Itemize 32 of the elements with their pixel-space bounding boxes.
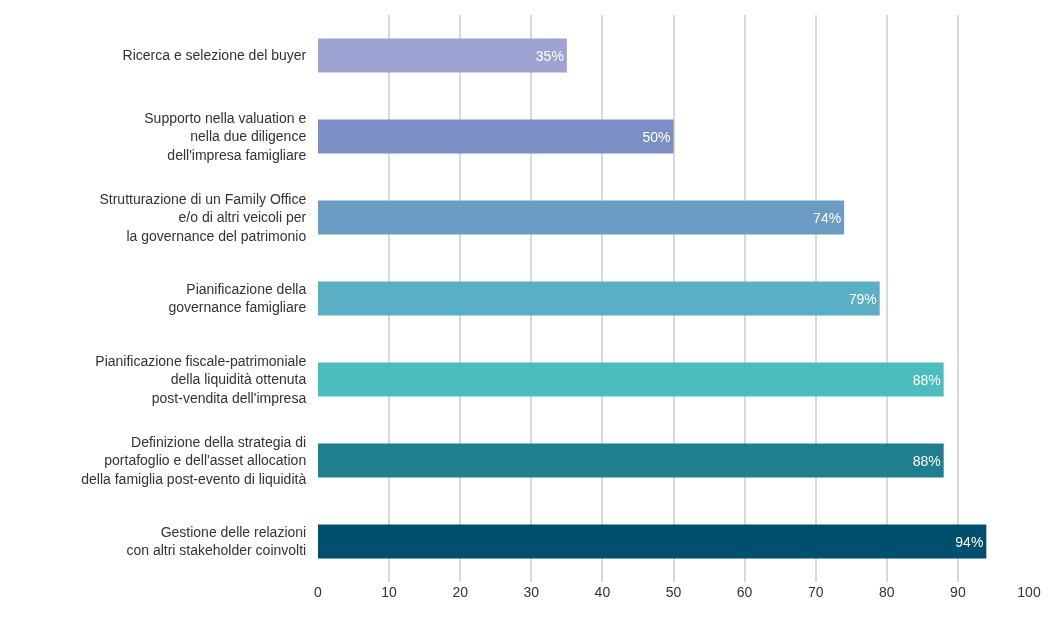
y-tick-label: Pianificazione della governance famigliare <box>168 281 307 316</box>
bar <box>318 443 944 478</box>
data-label: 79% <box>848 290 877 307</box>
y-tick-label: Strutturazione di un Family Office e/o di altri veicoli per la governance del patrimonio <box>99 191 307 244</box>
y-tick-label: Supporto nella valuation e nella due diligence dell'impresa famigliare <box>144 110 307 163</box>
x-tick-label: 60 <box>736 584 753 600</box>
bar <box>318 281 880 316</box>
x-tick-label: 40 <box>594 584 611 600</box>
data-label: 88% <box>912 371 941 388</box>
data-label: 88% <box>912 452 941 469</box>
x-tick-label: 30 <box>523 584 540 600</box>
y-tick-label: Pianificazione fiscale-patrimoniale della liquidità ottenuta post-vendita dell'impresa <box>95 353 307 406</box>
bar <box>318 200 845 235</box>
x-tick-label: 50 <box>665 584 682 600</box>
y-tick-label: Definizione della strategia di portafoglio e dell'asset allocation della famiglia post-evento di liquidità <box>81 434 307 487</box>
x-tick-label: 20 <box>452 584 469 600</box>
data-label: 50% <box>642 128 671 145</box>
bar <box>318 38 567 73</box>
y-tick-label: Ricerca e selezione del buyer <box>122 47 307 64</box>
x-tick-label: 100 <box>1017 584 1041 600</box>
x-tick-label: 90 <box>950 584 966 600</box>
x-tick-label: 0 <box>314 584 323 600</box>
x-tick-label: 70 <box>807 584 824 600</box>
y-tick-label: Gestione delle relazioni con altri stakeholder coinvolti <box>126 524 307 559</box>
x-tick-label: 80 <box>879 584 895 600</box>
bar <box>318 524 987 559</box>
data-label: 94% <box>955 533 984 550</box>
data-label: 74% <box>813 209 842 226</box>
x-tick-label: 10 <box>381 584 398 600</box>
bar <box>318 362 944 397</box>
bar <box>318 119 674 154</box>
data-label: 35% <box>535 47 564 64</box>
